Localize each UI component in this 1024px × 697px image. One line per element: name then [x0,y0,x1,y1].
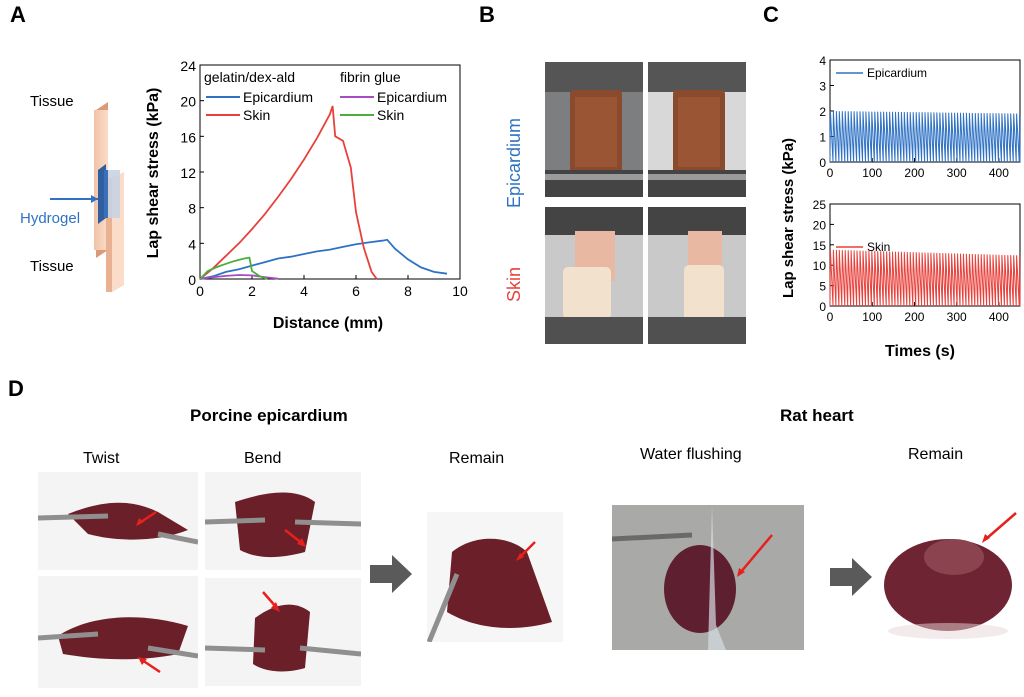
chart-a-series-line-0 [199,238,448,280]
chart-c-ylabel: Lap shear stress (kPa) [780,138,797,298]
legend-c-skin: Skin [867,240,890,254]
chart-c-top-ytick-label: 4 [819,54,826,68]
chart-c-top-series-line [829,110,1021,163]
photo-twist-bottom [38,576,198,688]
chart-a-ytick-label: 0 [188,272,196,288]
chart-c-bottom-ytick-label: 0 [819,300,826,314]
group-title-porcine-epicardium: Porcine epicardium [190,406,348,425]
chart-a-xtick-label: 10 [452,283,468,299]
lap-shear-schematic: Tissue Tissue Hydrogel [20,60,150,300]
chart-c-top-ytick-label: 0 [819,156,826,170]
chart-c-bottom-xtick-label: 0 [827,310,834,324]
photo-skin-after [648,207,746,344]
chart-c-top-xtick-label: 100 [862,166,882,180]
group-title-rat-heart: Rat heart [780,406,854,425]
photo-remain-epicardium [427,512,563,642]
flow-arrow-left [370,555,412,593]
chart-c-bottom-xtick-label: 200 [904,310,924,324]
photo-epicardium-after [648,62,746,197]
chart-a-xtick-label: 2 [248,283,256,299]
chart-a-xtick-label: 8 [404,283,412,299]
photo-bend-top [205,472,361,570]
chart-a-ytick-label: 4 [188,236,196,252]
legend-skin-gel: Skin [243,107,270,123]
chart-c-bottom-ytick-label: 10 [813,259,827,273]
chart-a-xtick-label: 4 [300,283,308,299]
panel-label-a: A [10,2,26,27]
chart-c-xlabel: Times (s) [885,343,955,360]
chart-a-ytick-label: 8 [188,201,196,217]
chart-c-top-xtick-label: 0 [827,166,834,180]
chart-c-bottom-ytick-label: 5 [819,280,826,294]
panel-label-c: C [763,2,779,27]
hydrogel-label: Hydrogel [20,210,81,227]
chart-a-ytick-label: 20 [180,94,196,110]
legend-group1-title: gelatin/dex-ald [204,69,295,85]
panel-b-row-labels: Epicardium Skin [486,60,546,340]
chart-a-series-line-1 [199,105,378,280]
chart-c-bottom-xtick-label: 300 [947,310,967,324]
photo-remain-rat-heart [878,505,1024,643]
legend-skin-fibrin: Skin [377,107,404,123]
tissue-top-label: Tissue [30,93,74,110]
chart-a-series-line-3 [199,256,268,280]
caption-remain-right: Remain [908,446,964,463]
chart-a-ytick-label: 16 [180,129,196,145]
chart-c: 0 100 200 300 400 0 1 2 3 4 0 100 200 300 400 0 5 10 15 20… [780,54,1021,360]
chart-a-xtick-label: 0 [196,283,204,299]
caption-remain-left: Remain [449,450,505,467]
chart-a-xlabel: Distance (mm) [273,315,383,332]
photo-twist-top [38,472,198,570]
row-label-skin: Skin [504,266,524,302]
tissue-bottom-label: Tissue [30,258,74,275]
caption-water-flushing: Water flushing [640,446,742,463]
chart-a-ytick-label: 12 [180,165,196,181]
panel-label-b: B [479,2,495,27]
legend-c-epicardium: Epicardium [867,66,927,80]
chart-c-top-ytick-label: 1 [819,131,826,145]
chart-c-bottom-series-line [829,249,1021,307]
row-label-epicardium: Epicardium [504,117,524,208]
legend-epicardium-gel: Epicardium [243,89,313,105]
chart-a-ytick-label: 24 [180,58,196,74]
chart-c-top-xtick-label: 300 [947,166,967,180]
chart-a-ylabel: Lap shear stress (kPa) [145,88,162,259]
photo-water-flushing [612,505,804,650]
legend-group2-title: fibrin glue [340,69,401,85]
legend-epicardium-fibrin: Epicardium [377,89,447,105]
chart-c-top-ytick-label: 3 [819,80,826,94]
chart-c-bottom-xtick-label: 100 [862,310,882,324]
panel-label-d: D [8,376,24,401]
chart-c-bottom-xtick-label: 400 [989,310,1009,324]
chart-c-bottom-ytick-label: 15 [813,239,827,253]
photo-skin-before [545,207,643,344]
chart-c-bottom-ytick-label: 25 [813,198,827,212]
chart-a-xtick-label: 6 [352,283,360,299]
caption-twist: Twist [83,450,120,467]
photo-bend-bottom [205,578,361,686]
photo-epicardium-before [545,62,643,197]
caption-bend: Bend [244,450,282,467]
chart-c-top-xtick-label: 200 [904,166,924,180]
chart-c-top-xtick-label: 400 [989,166,1009,180]
chart-c-top-ytick-label: 2 [819,105,826,119]
chart-c-bottom-ytick-label: 20 [813,218,827,232]
flow-arrow-right [830,558,872,596]
